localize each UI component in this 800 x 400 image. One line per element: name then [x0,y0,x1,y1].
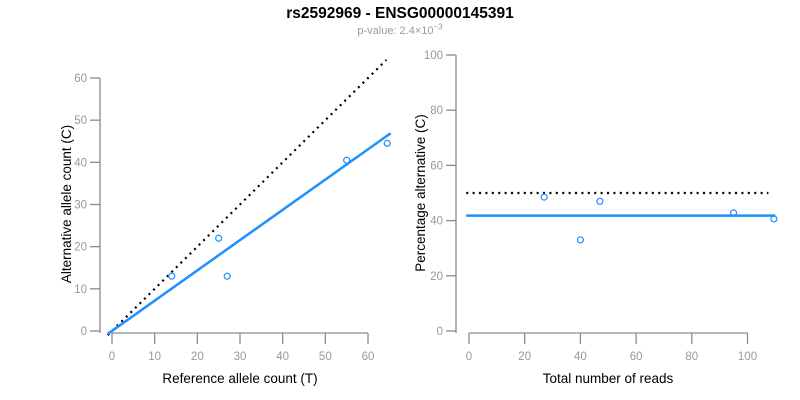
y-tick-label: 0 [437,326,443,338]
data-point [215,234,223,242]
x-tick-label: 40 [276,351,289,363]
x-tick-label: 60 [362,351,375,363]
data-point [596,197,604,205]
left-scatter-plot: 0 10 20 30 40 50 60 0 10 20 30 40 50 60 Reference alle… [59,59,392,386]
y-tick-label: 100 [424,50,443,62]
data-point [729,209,738,217]
x-tick-label: 80 [685,351,698,363]
x-tick-label: 20 [518,351,531,363]
y-tick-label: 80 [430,105,443,117]
x-axis-title: Reference allele count (T) [162,371,317,386]
y-axis-title: Alternative allele count (C) [59,125,74,283]
y-tick-label: 20 [430,271,443,283]
y-tick-label: 20 [74,242,87,254]
data-point [168,272,176,280]
y-tick-label: 40 [430,216,443,228]
data-point [383,139,391,147]
x-tick-label: 60 [630,351,643,363]
x-tick-label: 10 [148,351,161,363]
figure-subtitle: p-value: 2.4×10−3 [0,22,800,37]
x-axis-title: Total number of reads [543,371,674,386]
right-scatter-plot: 0 20 40 60 80 100 0 20 40 60 80 100 Total number of … [413,50,778,386]
x-tick-label: 30 [234,351,247,363]
y-tick-label: 0 [81,326,87,338]
y-tick-label: 50 [74,115,87,127]
pvalue-text: p-value: 2.4×10 [357,25,434,37]
y-axis-title: Percentage alternative (C) [413,114,428,272]
fit-line [107,132,392,335]
x-tick-label: 40 [574,351,587,363]
data-point [576,236,585,244]
data-point [223,272,231,280]
pvalue-exponent: −3 [433,22,443,32]
x-tick-label: 50 [319,351,332,363]
figure-title: rs2592969 - ENSG00000145391 [286,5,514,22]
data-point [770,215,778,223]
y-tick-label: 30 [74,200,87,212]
y-tick-label: 60 [430,160,443,172]
y-tick-label: 40 [74,157,87,169]
y-tick-label: 10 [74,284,87,296]
data-point [343,156,351,164]
x-tick-label: 0 [109,351,115,363]
y-tick-label: 60 [74,73,87,85]
x-tick-label: 100 [738,351,757,363]
x-tick-label: 0 [466,351,472,363]
x-tick-label: 20 [191,351,204,363]
data-point [540,193,548,201]
identity-line [106,59,388,336]
